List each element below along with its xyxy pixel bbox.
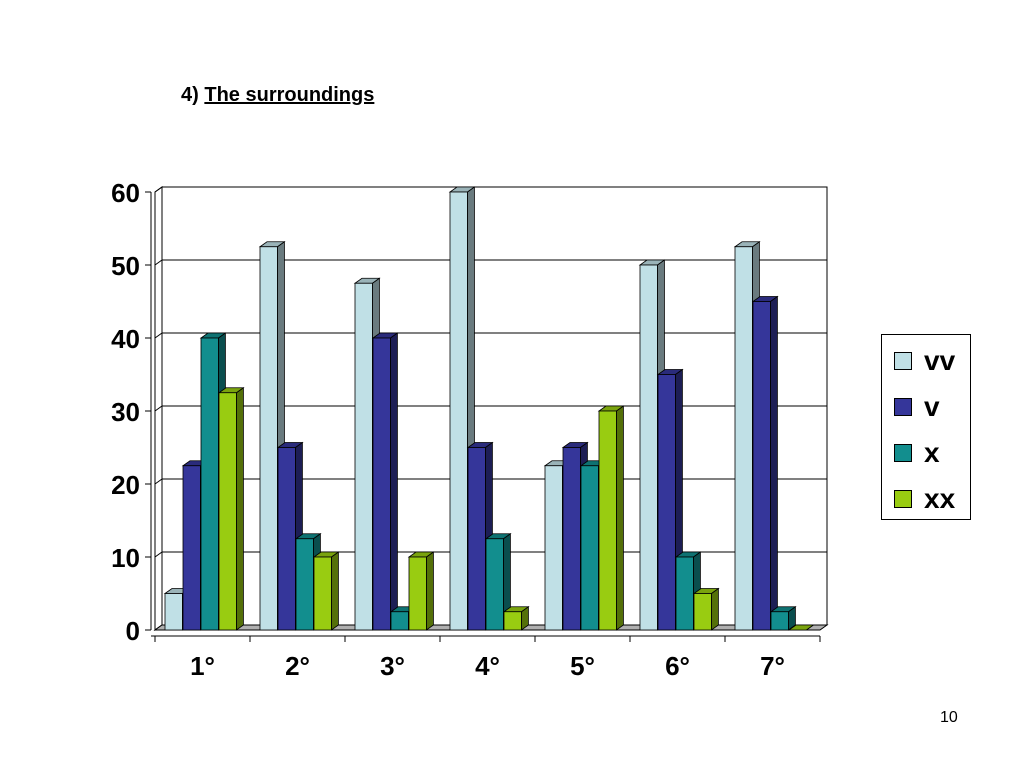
bar-xx-6 (787, 624, 815, 631)
y-tick-label: 20 (111, 470, 140, 500)
legend-label: v (924, 391, 940, 422)
x-tick-label: 3° (380, 651, 405, 681)
bar-v-2 (371, 332, 399, 631)
legend-item-x: x (894, 433, 940, 473)
title-prefix: 4) (181, 84, 199, 106)
legend-swatch (894, 444, 912, 462)
gridline-side (154, 551, 163, 558)
bar-v-6 (751, 295, 779, 631)
x-tick-label: 7° (760, 651, 785, 681)
x-tick-label: 2° (285, 651, 310, 681)
bar-xx-4 (597, 405, 625, 631)
y-tick-label: 0 (126, 616, 140, 646)
chart-legend: vv v x xx (881, 334, 971, 520)
x-tick-label: 5° (570, 651, 595, 681)
legend-swatch (894, 398, 912, 416)
x-tick-label: 4° (475, 651, 500, 681)
legend-item-xx: xx (894, 479, 955, 519)
gridline-side (154, 405, 163, 412)
y-tick-label: 60 (111, 178, 140, 208)
y-tick-label: 40 (111, 324, 140, 354)
legend-item-vv: vv (894, 341, 955, 381)
legend-label: vv (924, 345, 956, 376)
bar-xx-5 (692, 587, 720, 631)
gridline-side (154, 259, 163, 266)
bar-xx-3 (502, 605, 530, 631)
gridline-side (154, 478, 163, 485)
title-main: The surroundings (204, 84, 375, 106)
legend-swatch (894, 352, 912, 370)
gridline-side (154, 332, 163, 339)
bar-xx-2 (407, 551, 435, 631)
y-tick-label: 50 (111, 251, 140, 281)
y-tick-label: 10 (111, 543, 140, 573)
slide-title: 4) The surroundings (181, 84, 374, 107)
x-tick-label: 6° (665, 651, 690, 681)
bar-xx-1 (312, 551, 340, 631)
legend-label: xx (924, 483, 956, 514)
bar-x-6 (769, 605, 797, 631)
legend-swatch (894, 490, 912, 508)
x-tick-label: 1° (190, 651, 215, 681)
plot-area: 0 10 20 30 40 50 60 1° 2° 3° 4° 5° 6° 7° (111, 178, 829, 681)
gridline-side (154, 186, 163, 193)
legend-item-v: v (894, 387, 940, 427)
page-number: 10 (940, 709, 958, 726)
y-tick-label: 30 (111, 397, 140, 427)
bar-xx-0 (217, 386, 245, 631)
legend-label: x (924, 437, 940, 468)
